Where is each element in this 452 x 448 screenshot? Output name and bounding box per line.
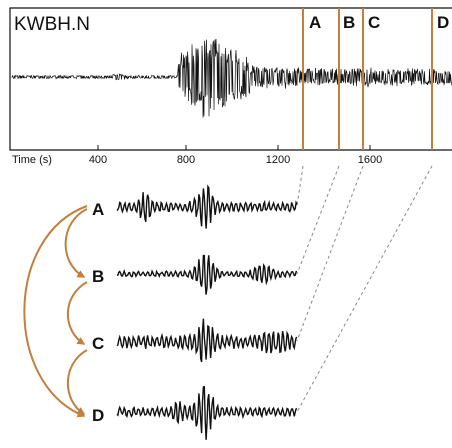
arrow-c-to-d [66, 349, 88, 415]
window-label-c: C [368, 13, 380, 32]
connector-lines [296, 165, 433, 413]
window-label-b: B [343, 13, 355, 32]
window-markers: A B C D [302, 8, 449, 150]
station-label: KWBH.N [14, 14, 90, 35]
trace-label-a: A [92, 200, 104, 219]
arrow-a-to-b [64, 208, 88, 278]
tick-label-1200: 1200 [266, 154, 290, 166]
tick-label-800: 800 [177, 154, 195, 166]
arrow-b-to-c [66, 281, 88, 345]
trace-c-waveform [116, 318, 298, 363]
trace-d-waveform [116, 385, 298, 440]
full-seismogram-trace [11, 38, 452, 118]
tick-label-1600: 1600 [358, 154, 382, 166]
axis-label: Time (s) [12, 154, 52, 166]
seismogram-frame [9, 7, 452, 151]
tick-label-400: 400 [89, 154, 107, 166]
connector-b [296, 165, 340, 275]
window-label-d: D [437, 13, 449, 32]
connector-d [296, 165, 433, 413]
window-label-a: A [309, 13, 321, 32]
relation-arrows [23, 205, 88, 418]
connector-a [296, 165, 304, 207]
trace-a-waveform [116, 184, 298, 229]
trace-b-waveform [116, 254, 297, 295]
trace-label-d: D [92, 406, 104, 425]
time-axis: Time (s) 400 800 1200 1600 [12, 145, 382, 166]
connector-c [296, 165, 364, 342]
trace-label-c: C [92, 334, 104, 353]
trace-label-b: B [92, 267, 104, 286]
arrow-a-to-d [23, 205, 88, 418]
